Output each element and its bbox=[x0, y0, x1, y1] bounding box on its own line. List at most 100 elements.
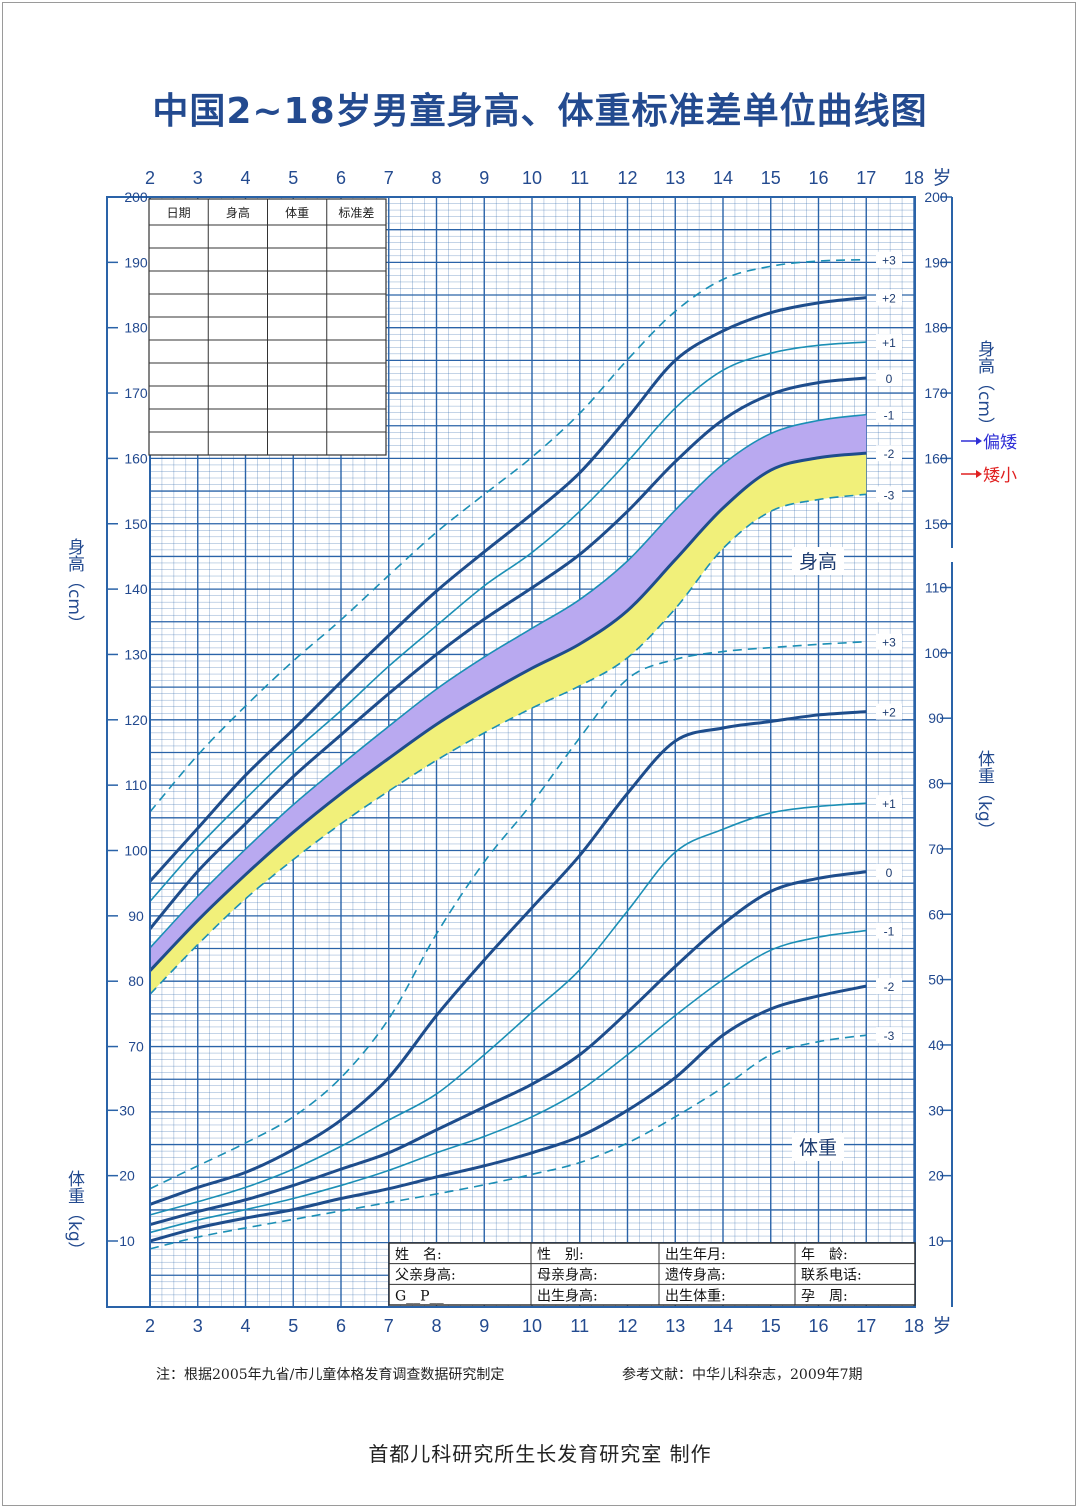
age-tick-bottom: 6 bbox=[336, 1316, 346, 1336]
left-height-tick: 140 bbox=[124, 581, 148, 597]
right-weight-axis-label: 体重（kg） bbox=[974, 750, 994, 839]
height-sd-label: 0 bbox=[886, 372, 893, 386]
right-weight-tick: 20 bbox=[928, 1168, 944, 1184]
measurement-record-table: 日期 身高 体重 标准差 bbox=[148, 198, 387, 456]
right-weight-tick: 30 bbox=[928, 1102, 944, 1118]
weight-sd-label-bg bbox=[876, 703, 902, 720]
height-sd-label-bg bbox=[876, 370, 902, 387]
right-height-tick: 200 bbox=[924, 189, 948, 205]
age-tick-bottom: 12 bbox=[617, 1316, 637, 1336]
info-table-cell: 姓 名: bbox=[395, 1247, 442, 1263]
height-sd-label-bg bbox=[876, 334, 902, 351]
age-tick-top: 9 bbox=[479, 168, 489, 188]
left-height-tick: 150 bbox=[124, 516, 148, 532]
height-sd-label: -3 bbox=[884, 488, 895, 502]
patient-info-table: 姓 名: 性 别: 出生年月: 年 龄: 父亲身高: 母亲身高: 遗传身高: 联系电话: G__… bbox=[388, 1242, 916, 1306]
info-table-cell: 出生体重: bbox=[665, 1288, 726, 1304]
age-tick-bottom: 9 bbox=[479, 1316, 489, 1336]
height-curve-sd-2 bbox=[148, 451, 867, 972]
maker-credit: 首都儿科研究所生长发育研究室 制作 bbox=[368, 1442, 712, 1466]
short-mark-label: 矮小 bbox=[983, 466, 1017, 485]
age-tick-top: 16 bbox=[808, 168, 828, 188]
weight-region-label-bg bbox=[792, 1133, 844, 1161]
age-tick-top: 12 bbox=[617, 168, 637, 188]
left-height-axis-label: 身高（cm） bbox=[64, 538, 84, 632]
height-sd-label: -2 bbox=[884, 447, 895, 461]
info-table-cell: 联系电话: bbox=[801, 1268, 862, 1284]
left-height-tick: 170 bbox=[124, 385, 148, 401]
left-height-tick: 180 bbox=[124, 320, 148, 336]
age-tick-bottom: 11 bbox=[570, 1316, 589, 1336]
age-tick-bottom: 13 bbox=[665, 1316, 685, 1336]
left-weight-axis-label: 体重（kg） bbox=[64, 1170, 84, 1259]
height-curve-sd-1 bbox=[149, 413, 867, 949]
height-sd-label: -1 bbox=[884, 409, 895, 423]
info-table-cell: 孕 周: bbox=[801, 1288, 848, 1304]
right-height-tick: 190 bbox=[924, 254, 948, 270]
left-weight-tick: 10 bbox=[119, 1233, 135, 1249]
age-tick-top: 18 bbox=[904, 168, 924, 188]
age-tick-top: 7 bbox=[384, 168, 394, 188]
weight-sd-label: -1 bbox=[884, 925, 895, 939]
height-curve-sd+2 bbox=[148, 296, 867, 883]
right-weight-tick: 60 bbox=[928, 906, 944, 922]
right-weight-tick: 50 bbox=[928, 972, 944, 988]
weight-curve-sd-2 bbox=[149, 984, 867, 1243]
age-tick-bottom: 5 bbox=[288, 1316, 298, 1336]
chart-title: 中国2~18岁男童身高、体重标准差单位曲线图 bbox=[152, 91, 928, 132]
weight-curve-sd+2 bbox=[149, 710, 867, 1206]
height-region-label: 身高 bbox=[799, 551, 837, 573]
age-tick-top: 13 bbox=[665, 168, 685, 188]
axis-frame bbox=[106, 196, 953, 1308]
info-table-cell: G__P__ bbox=[395, 1288, 444, 1304]
left-height-tick: 100 bbox=[124, 843, 148, 859]
info-table-cell: 年 龄: bbox=[801, 1247, 848, 1263]
sd-curve-labels: +3 +2 +1 0 -1 -2 -3 +3 +2 +1 0 -1 -2 -3 bbox=[876, 251, 902, 1044]
age-tick-top: 6 bbox=[336, 168, 346, 188]
weight-curve-sd+3 bbox=[149, 640, 867, 1190]
age-tick-bottom: 3 bbox=[193, 1316, 203, 1336]
weight-sd-label: 0 bbox=[886, 866, 893, 880]
age-tick-top: 3 bbox=[193, 168, 203, 188]
weight-curve-sd-1 bbox=[149, 929, 867, 1234]
height-sd-label: +2 bbox=[882, 292, 896, 306]
weight-sd-label-bg bbox=[876, 633, 902, 650]
right-weight-tick: 80 bbox=[928, 776, 944, 792]
tendency-arrow-head bbox=[976, 437, 982, 445]
height-region-label-bg bbox=[792, 547, 844, 575]
height-sd-label-bg bbox=[876, 486, 902, 503]
reference-note: 参考文献：中华儿科杂志，2009年7期 bbox=[622, 1367, 863, 1383]
axis-ticks: 2 2 3 3 4 4 5 5 6 6 7 7 8 8 9 9 10 10 11 11 12 12 13 13 14 14 15 15… bbox=[107, 167, 952, 1337]
age-tick-top: 2 bbox=[145, 168, 155, 188]
right-weight-tick: 90 bbox=[928, 710, 944, 726]
right-weight-tick: 100 bbox=[924, 645, 948, 661]
weight-curve-sd-3 bbox=[149, 1034, 867, 1250]
percentile-curves bbox=[148, 258, 867, 1250]
info-table-cell: 性 别: bbox=[537, 1247, 584, 1263]
age-tick-bottom: 14 bbox=[713, 1316, 733, 1336]
left-height-tick: 160 bbox=[124, 450, 148, 466]
short-arrow-head bbox=[976, 470, 982, 478]
weight-sd-label-bg bbox=[876, 978, 902, 995]
right-weight-tick: 70 bbox=[928, 841, 944, 857]
left-height-tick: 110 bbox=[125, 777, 148, 793]
right-weight-tick: 40 bbox=[928, 1037, 944, 1053]
age-tick-top: 10 bbox=[522, 168, 542, 188]
height-sd-label: +3 bbox=[882, 254, 896, 268]
weight-sd-label-bg bbox=[876, 863, 902, 880]
left-height-tick: 70 bbox=[128, 1039, 144, 1055]
right-height-tick: 170 bbox=[924, 385, 948, 401]
left-weight-tick: 20 bbox=[119, 1168, 135, 1184]
age-tick-bottom: 4 bbox=[240, 1316, 250, 1336]
age-tick-top: 11 bbox=[570, 168, 589, 188]
info-table-cell: 出生身高: bbox=[537, 1287, 598, 1304]
left-weight-tick: 30 bbox=[119, 1102, 135, 1118]
height-sd-label: +1 bbox=[882, 336, 896, 350]
info-table-cell: 母亲身高: bbox=[537, 1267, 598, 1284]
info-table-cell: 遗传身高: bbox=[665, 1267, 726, 1284]
weight-curve-sd0 bbox=[149, 870, 867, 1227]
age-tick-top: 15 bbox=[761, 168, 781, 188]
right-height-tick: 150 bbox=[924, 516, 948, 532]
record-table-header: 标准差 bbox=[338, 206, 374, 220]
weight-sd-label-bg bbox=[876, 1027, 902, 1044]
